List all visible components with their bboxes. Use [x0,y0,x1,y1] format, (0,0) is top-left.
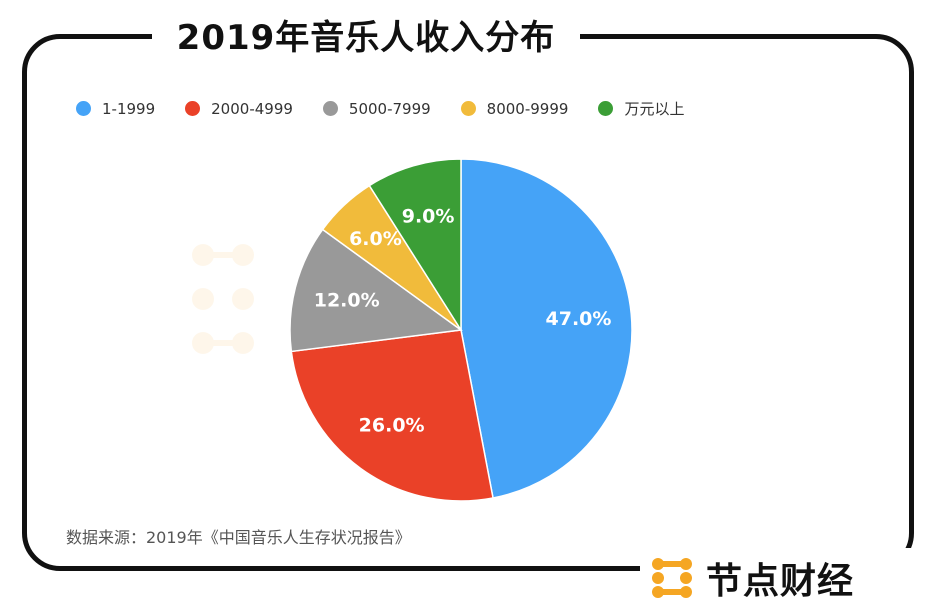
pie-slice-4 [368,158,462,333]
legend-swatch [460,101,476,116]
legend-label: 1-1999 [102,99,156,118]
pie-slices [289,158,633,502]
legend-label: 8000-9999 [486,99,569,118]
legend-swatch [185,101,201,116]
pie-data-labels: 47.0% 26.0% 12.0% 6.0%9.0% [314,206,612,437]
legend-swatch [76,101,91,116]
pie-slice-2 [289,228,463,353]
legend-item-1-1999: 1-1999 [76,100,155,118]
legend-item-2000-4999: 2000-4999 [185,100,293,118]
brand-footer: 节点财经 [640,548,947,608]
brand-name: 节点财经 [706,561,855,602]
pie-slice-1 [290,329,494,502]
legend-label: 万元以上 [624,100,685,118]
data-label-4: 9.0% [402,206,455,228]
legend-item-over-10000: 万元以上 [598,98,684,119]
data-label-0: 47.0% [546,308,612,330]
chart-title: 2019年音乐人收入分布 [176,17,556,58]
data-label-3: 6.0% [349,228,402,250]
legend-label: 2000-4999 [211,99,293,118]
legend-swatch [598,101,614,116]
data-label-2: 12.0% [314,290,380,312]
pie-slice-0 [460,158,633,499]
source-note: 数据来源：2019年《中国音乐人生存状况报告》 [66,528,411,547]
legend-item-8000-9999: 8000-9999 [460,99,569,118]
data-label-1: 26.0% [359,414,425,436]
brand-logo-icon [652,558,692,598]
legend: 1-1999 2000-4999 5000-7999 8000-9999 万元以… [76,98,714,119]
legend-item-5000-7999: 5000-7999 [322,99,431,118]
watermark-logo-icon [192,244,254,354]
legend-label: 5000-7999 [348,99,431,118]
title-box: 2019年音乐人收入分布 [152,12,580,58]
legend-swatch [322,101,338,116]
